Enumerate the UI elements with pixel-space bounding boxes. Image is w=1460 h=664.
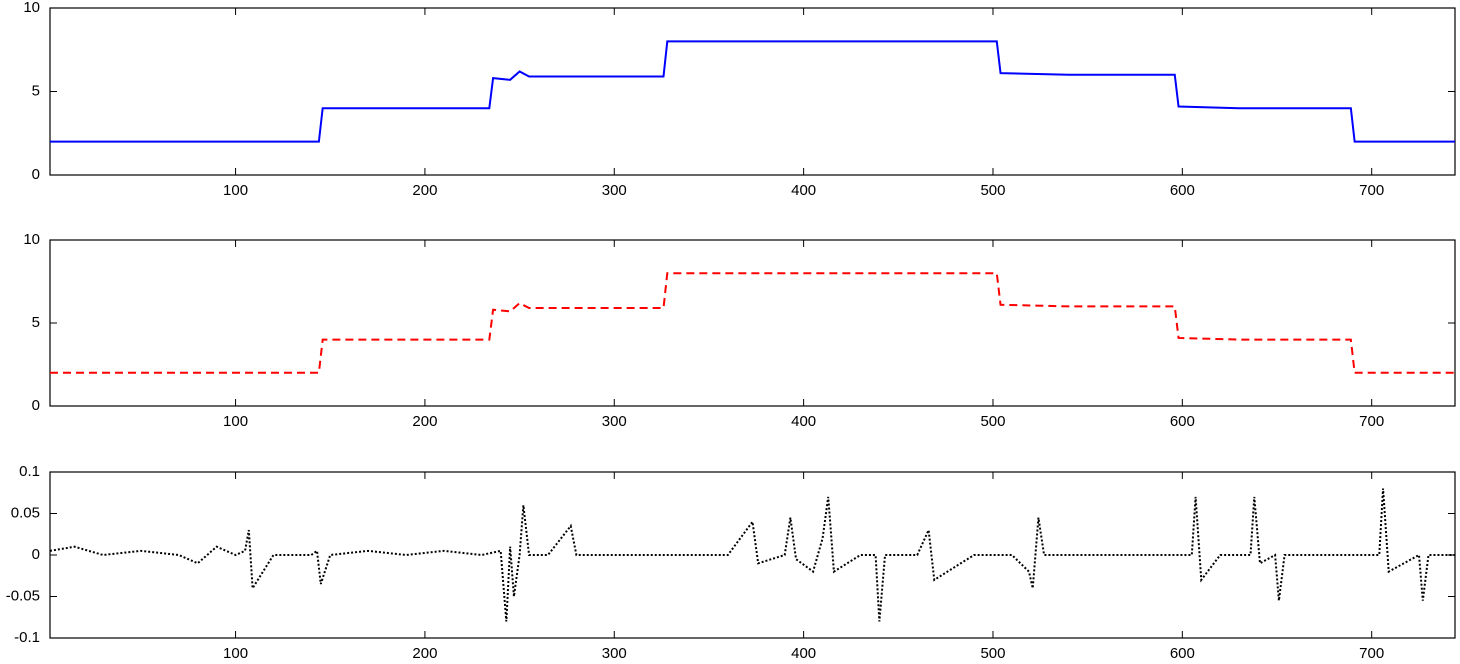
y-tick-label: -0.1: [14, 629, 40, 646]
x-tick-label: 700: [1359, 182, 1384, 199]
x-tick-label: 100: [223, 182, 248, 199]
y-tick-label: 10: [23, 0, 40, 16]
y-tick-label: 5: [32, 314, 40, 331]
x-tick-label: 700: [1359, 645, 1384, 662]
plot-frame: [49, 7, 1456, 176]
data-line: [50, 272, 1455, 374]
y-tick-label: 0.05: [11, 504, 40, 521]
x-tick-label: 600: [1170, 182, 1195, 199]
x-tick-label: 200: [412, 645, 437, 662]
x-tick-label: 500: [980, 645, 1005, 662]
x-tick-label: 500: [980, 182, 1005, 199]
y-tick-label: 0.1: [19, 463, 40, 480]
x-tick-label: 600: [1170, 645, 1195, 662]
x-tick-label: 700: [1359, 413, 1384, 430]
data-line: [50, 40, 1455, 143]
x-tick-label: 500: [980, 413, 1005, 430]
x-tick-label: 200: [412, 413, 437, 430]
y-tick-label: 0: [32, 166, 40, 183]
x-tick-label: 400: [791, 182, 816, 199]
x-tick-label: 300: [602, 413, 627, 430]
x-tick-label: 400: [791, 645, 816, 662]
y-tick-label: 5: [32, 82, 40, 99]
data-line: [49, 488, 1455, 622]
y-tick-label: 0: [32, 546, 40, 563]
y-tick-label: -0.05: [6, 587, 40, 604]
x-tick-label: 400: [791, 413, 816, 430]
x-tick-label: 300: [602, 645, 627, 662]
x-tick-label: 100: [223, 413, 248, 430]
y-tick-label: 10: [23, 231, 40, 248]
x-tick-label: 200: [412, 182, 437, 199]
plot-frame: [49, 239, 1456, 407]
x-tick-label: 100: [223, 645, 248, 662]
y-tick-label: 0: [32, 397, 40, 414]
x-tick-label: 300: [602, 182, 627, 199]
x-tick-label: 600: [1170, 413, 1195, 430]
